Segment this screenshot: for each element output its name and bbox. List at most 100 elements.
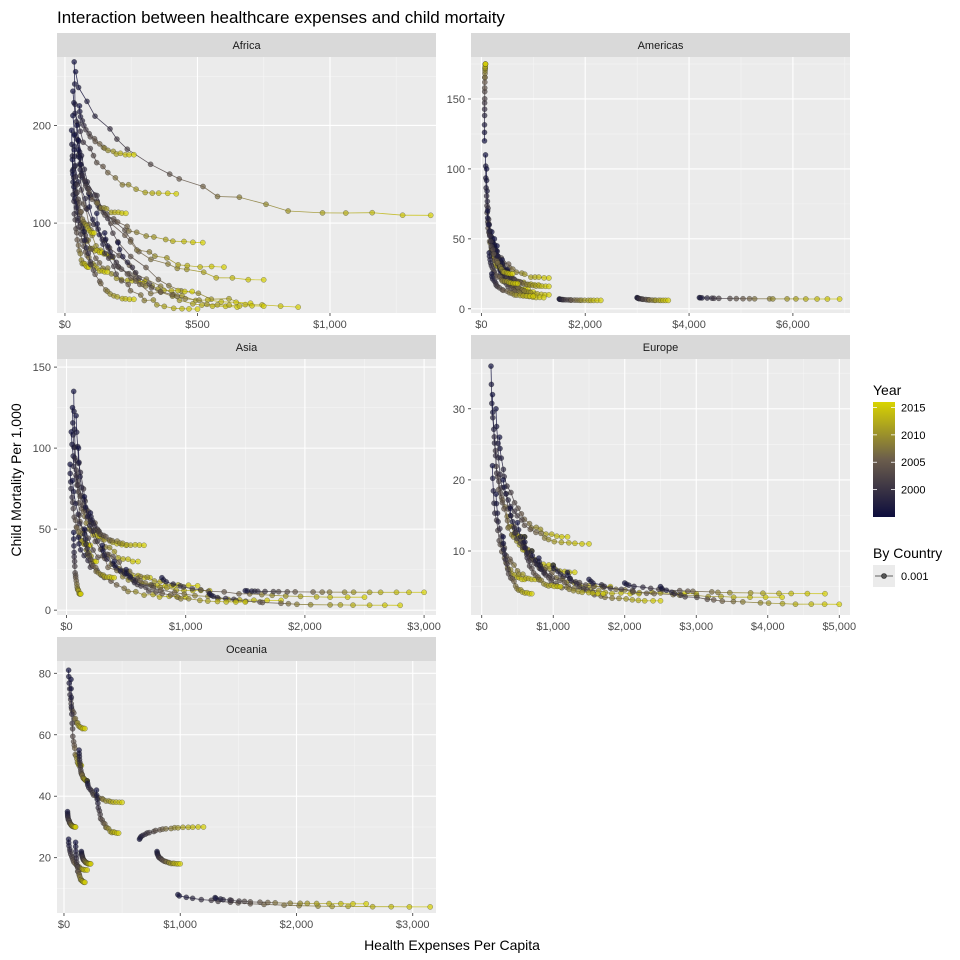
data-point xyxy=(264,899,271,906)
data-point xyxy=(93,787,100,793)
x-tick-label: $4,000 xyxy=(672,319,706,331)
data-point xyxy=(81,526,88,532)
data-point xyxy=(149,190,156,196)
data-point xyxy=(126,151,132,158)
data-point xyxy=(115,239,121,246)
data-point xyxy=(493,491,499,497)
data-point xyxy=(275,588,282,595)
country-series xyxy=(75,146,129,217)
data-point xyxy=(285,208,291,214)
data-point xyxy=(122,232,128,239)
data-point xyxy=(499,499,506,506)
data-point xyxy=(89,196,95,203)
data-point xyxy=(155,190,162,196)
data-point xyxy=(824,296,831,302)
data-point xyxy=(746,295,753,302)
data-point xyxy=(125,556,131,563)
data-point xyxy=(189,824,196,831)
series-segment xyxy=(86,101,96,117)
data-point xyxy=(68,429,75,435)
data-point xyxy=(150,297,157,303)
data-point xyxy=(760,590,766,597)
data-point xyxy=(377,589,384,596)
data-point xyxy=(512,530,518,537)
data-point xyxy=(511,508,518,515)
data-point xyxy=(111,548,118,555)
country-series xyxy=(72,68,434,219)
x-tick-label: $0 xyxy=(58,919,70,931)
data-point xyxy=(643,590,650,597)
data-point xyxy=(194,583,201,589)
data-point xyxy=(218,298,225,305)
data-point xyxy=(148,256,154,263)
data-point xyxy=(511,562,517,568)
data-point xyxy=(484,215,491,221)
data-point xyxy=(536,274,542,280)
x-tick-label: $2,000 xyxy=(288,621,322,633)
data-point xyxy=(112,174,119,181)
data-point xyxy=(779,594,785,601)
x-tick-label: $6,000 xyxy=(776,319,810,331)
data-point xyxy=(76,520,83,527)
data-point xyxy=(481,79,488,85)
data-point xyxy=(86,189,92,196)
data-point xyxy=(84,867,90,873)
data-point xyxy=(484,188,490,194)
data-point xyxy=(313,900,320,907)
data-point xyxy=(341,589,348,596)
data-point xyxy=(119,181,126,188)
data-point xyxy=(310,589,316,595)
country-series xyxy=(212,894,370,907)
series-segment xyxy=(145,267,159,280)
data-point xyxy=(92,271,98,278)
panel-marks xyxy=(67,388,427,609)
data-point xyxy=(421,589,427,596)
x-tick-label: $1,000 xyxy=(313,319,347,331)
data-point xyxy=(204,598,211,604)
data-point xyxy=(179,305,185,312)
data-point xyxy=(546,275,552,281)
country-series xyxy=(70,529,84,597)
data-point xyxy=(226,295,232,302)
series-segment xyxy=(239,196,267,205)
data-point xyxy=(715,589,721,596)
data-point xyxy=(808,601,815,607)
series-segment xyxy=(280,305,299,308)
data-point xyxy=(82,504,89,510)
data-point xyxy=(496,434,503,441)
y-tick-label: 150 xyxy=(447,94,465,106)
data-point xyxy=(200,183,206,190)
series-segment xyxy=(186,269,204,273)
data-point xyxy=(501,551,508,558)
data-point xyxy=(236,898,242,904)
data-point xyxy=(672,590,678,597)
data-point xyxy=(295,304,302,310)
country-series xyxy=(486,249,521,287)
data-point xyxy=(270,588,277,595)
x-tick-label: $0 xyxy=(475,319,487,331)
data-point xyxy=(182,295,189,302)
data-point xyxy=(277,303,284,309)
data-point xyxy=(284,589,291,595)
data-point xyxy=(484,198,491,205)
data-point xyxy=(488,400,495,407)
data-point xyxy=(125,281,131,288)
y-tick-label: 50 xyxy=(453,234,465,246)
data-point xyxy=(198,896,205,903)
data-point xyxy=(287,900,294,907)
data-point xyxy=(521,534,528,540)
data-point xyxy=(95,554,101,561)
series-segment xyxy=(179,178,204,187)
data-point xyxy=(788,590,795,597)
data-point xyxy=(254,588,261,595)
data-point xyxy=(242,599,249,605)
data-point xyxy=(727,295,733,302)
data-point xyxy=(508,489,514,496)
data-point xyxy=(78,591,84,597)
data-point xyxy=(85,250,92,257)
series-segment xyxy=(202,186,218,197)
data-point xyxy=(259,599,266,606)
data-point xyxy=(163,826,169,832)
data-point xyxy=(105,564,111,571)
data-point xyxy=(500,546,507,553)
